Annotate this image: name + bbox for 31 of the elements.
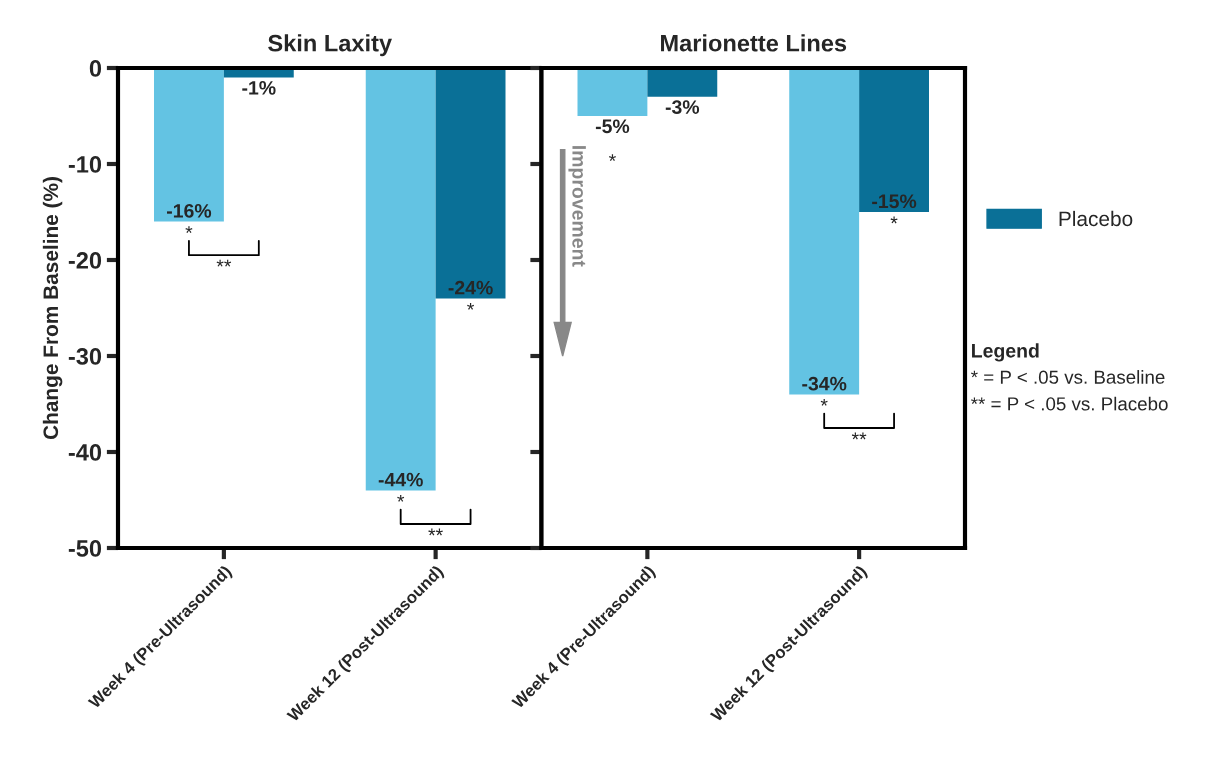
y-tick-label: -10: [68, 156, 102, 173]
annotation: *: [608, 154, 616, 161]
chart-title: Marionette Lines: [661, 34, 847, 52]
chart-title: Skin Laxity: [268, 34, 392, 57]
annotation: *: [820, 398, 828, 406]
data-label: -3%: [665, 100, 700, 114]
annotation: *: [185, 226, 193, 233]
data-label: -34%: [802, 376, 847, 391]
annotation: **: [216, 259, 232, 267]
y-tick-label: 0: [89, 60, 102, 77]
y-tick-label: -40: [68, 444, 102, 461]
y-tick-label: -20: [68, 252, 102, 269]
annotation: *: [467, 302, 475, 310]
y-tick-label: -50: [68, 540, 102, 557]
data-label: -1%: [242, 81, 276, 95]
data-label: -15%: [872, 194, 917, 209]
text: ** = P < .05 vs. Placebo: [971, 396, 1168, 411]
annotation: Improvement: [568, 146, 586, 267]
text: * = P < .05 vs. Baseline: [971, 370, 1165, 384]
y-tick-label: -30: [68, 348, 102, 365]
annotation: *: [890, 216, 898, 224]
text: Legend: [972, 343, 1039, 362]
legend-label: Placebo: [1059, 210, 1133, 227]
data-label: -5%: [595, 119, 630, 134]
y-axis-title: Change From Baseline (%): [42, 177, 63, 440]
data-label: -16%: [167, 203, 212, 218]
annotation: *: [397, 494, 405, 502]
data-label: -44%: [378, 472, 423, 487]
annotation: **: [851, 432, 867, 440]
data-label: -24%: [448, 280, 493, 295]
annotation: **: [428, 528, 443, 536]
